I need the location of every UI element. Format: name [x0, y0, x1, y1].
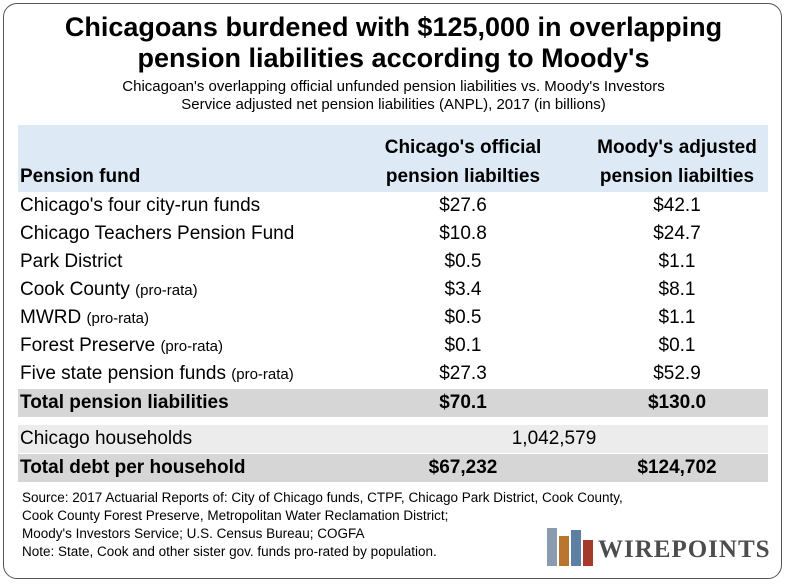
households-value: 1,042,579 — [511, 428, 597, 449]
table-row: Five state pension funds (pro-rata) $27.3… — [18, 360, 768, 388]
households-label: Chicago households — [20, 428, 193, 449]
moody-value: $52.9 — [653, 363, 701, 384]
table-row: Chicago Teachers Pension Fund $10.8 $24.7 — [18, 220, 768, 248]
fund-name: Chicago's four city-run funds — [20, 192, 260, 220]
fund-name-text: MWRD — [20, 307, 82, 328]
chart-title-line2: pension liabilities according to Moody's — [137, 43, 650, 73]
official-value: $0.1 — [444, 335, 482, 356]
moody-value: $8.1 — [658, 279, 696, 300]
per-household-official: $67,232 — [428, 457, 498, 478]
total-moody: $130.0 — [647, 392, 707, 413]
fund-name: Forest Preserve (pro-rata) — [20, 332, 223, 361]
fund-name: MWRD (pro-rata) — [20, 304, 149, 333]
fund-name: Cook County (pro-rata) — [20, 276, 198, 305]
pro-rata-note: (pro-rata) — [231, 366, 294, 383]
source-line: Note: State, Cook and other sister gov. … — [22, 544, 437, 559]
pro-rata-note: (pro-rata) — [135, 282, 198, 299]
fund-name: Park District — [20, 248, 122, 276]
official-value: $10.8 — [439, 223, 487, 244]
table-row: Park District $0.5 $1.1 — [18, 248, 768, 276]
wirepoints-logo-icon — [547, 528, 593, 566]
source-line: Moody's Investors Service; U.S. Census B… — [22, 526, 365, 541]
source-line: Cook County Forest Preserve, Metropolita… — [22, 508, 449, 523]
table-row: Cook County (pro-rata) $3.4 $8.1 — [18, 276, 768, 304]
table-header — [18, 125, 768, 192]
households-row: Chicago households 1,042,579 — [18, 425, 768, 453]
chart-subtitle-line1: Chicagoan's overlapping official unfunde… — [122, 78, 665, 95]
official-value: $27.3 — [439, 363, 487, 384]
fund-name-text: Park District — [20, 251, 123, 272]
moody-value: $24.7 — [653, 223, 701, 244]
moody-value: $0.1 — [658, 335, 696, 356]
per-household-row: Total debt per household $67,232 $124,70… — [18, 454, 768, 482]
per-household-label: Total debt per household — [20, 457, 246, 478]
total-label: Total pension liabilities — [20, 392, 229, 413]
source-line: Source: 2017 Actuarial Reports of: City … — [22, 490, 623, 505]
official-value: $0.5 — [444, 307, 482, 328]
pro-rata-note: (pro-rata) — [86, 310, 149, 327]
header-official-line1: Chicago's official — [384, 137, 542, 158]
table-row: Chicago's four city-run funds $27.6 $42.1 — [18, 192, 768, 220]
logo-text: WIREPOINTS — [598, 536, 771, 563]
total-row: Total pension liabilities $70.1 $130.0 — [18, 389, 768, 417]
header-official-line2: pension liabilties — [385, 166, 541, 187]
official-value: $27.6 — [439, 195, 487, 216]
fund-name: Five state pension funds (pro-rata) — [20, 360, 294, 389]
official-value: $3.4 — [444, 279, 482, 300]
chart-frame — [3, 3, 782, 579]
header-moody-line2: pension liabilties — [599, 166, 755, 187]
chart-title-line1: Chicagoans burdened with $125,000 in ove… — [64, 12, 723, 42]
fund-name-text: Chicago Teachers Pension Fund — [20, 223, 295, 244]
pro-rata-note: (pro-rata) — [160, 338, 223, 355]
table-row: Forest Preserve (pro-rata) $0.1 $0.1 — [18, 332, 768, 360]
chart-subtitle-line2: Service adjusted net pension liabilities… — [181, 96, 606, 113]
fund-name-text: Cook County — [20, 279, 130, 300]
header-moody-line1: Moody's adjusted — [597, 137, 757, 158]
moody-value: $1.1 — [658, 251, 696, 272]
fund-name-text: Five state pension funds — [20, 363, 226, 384]
header-pension-fund: Pension fund — [20, 166, 141, 187]
fund-name-text: Forest Preserve — [20, 335, 156, 356]
fund-name-text: Chicago's four city-run funds — [20, 195, 261, 216]
official-value: $0.5 — [444, 251, 482, 272]
moody-value: $42.1 — [653, 195, 701, 216]
table-row: MWRD (pro-rata) $0.5 $1.1 — [18, 304, 768, 332]
per-household-moody: $124,702 — [637, 457, 717, 478]
moody-value: $1.1 — [658, 307, 696, 328]
fund-name: Chicago Teachers Pension Fund — [20, 220, 294, 248]
source-note: Source: 2017 Actuarial Reports of: City … — [22, 489, 742, 561]
total-official: $70.1 — [439, 392, 487, 413]
